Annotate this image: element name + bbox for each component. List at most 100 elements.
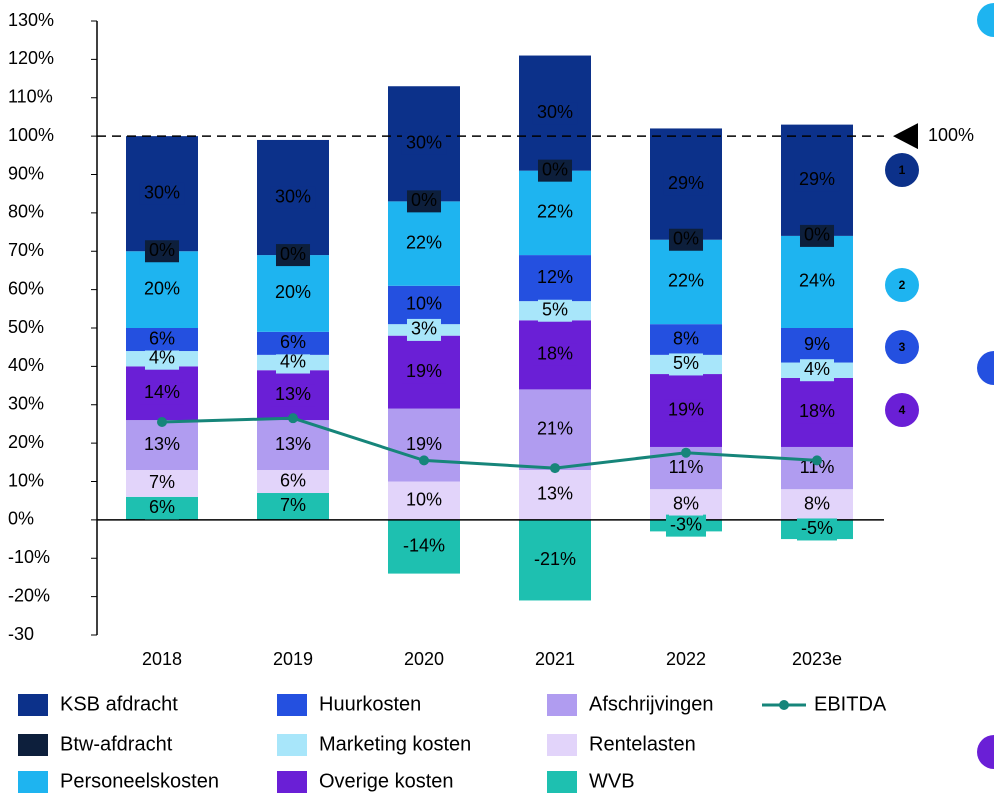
data-label: 20% <box>144 278 180 298</box>
line-point <box>419 455 429 466</box>
data-label-bg <box>795 457 839 480</box>
data-label-bg <box>668 493 704 516</box>
data-label-bg <box>275 332 311 355</box>
data-label: 8% <box>673 493 699 513</box>
data-label-bg <box>275 495 311 518</box>
data-label-bg <box>668 353 704 376</box>
data-label-bg <box>794 169 840 192</box>
y-tick-label: 100% <box>8 125 54 145</box>
data-label-bg <box>663 399 709 422</box>
x-tick-label: 2023e <box>792 649 842 669</box>
data-label: 7% <box>280 495 306 515</box>
legend-swatch <box>18 734 48 756</box>
data-label: 5% <box>673 353 699 373</box>
data-label-bg <box>398 535 450 558</box>
legend-swatch <box>277 694 307 716</box>
data-label-bg <box>665 514 707 537</box>
data-label: 29% <box>799 169 835 189</box>
x-tick-label: 2020 <box>404 649 444 669</box>
data-label: 30% <box>144 182 180 202</box>
data-label-bg <box>270 384 316 407</box>
legend-label: Huurkosten <box>319 693 421 715</box>
marker-label: 3 <box>899 340 906 354</box>
data-label-bg <box>799 224 835 247</box>
y-tick-label: -10% <box>8 547 50 567</box>
legend-swatch <box>277 771 307 793</box>
y-tick-label: 110% <box>8 87 53 107</box>
y-tick-label: 10% <box>8 470 44 490</box>
marker-label: 4 <box>899 403 906 417</box>
y-tick-label: -20% <box>8 585 50 605</box>
legend-swatch <box>547 771 577 793</box>
data-label-bg <box>275 351 311 374</box>
data-label-bg <box>668 228 704 251</box>
x-tick-label: 2019 <box>273 649 313 669</box>
data-label-bg <box>663 173 709 196</box>
data-label-bg <box>139 278 185 301</box>
data-label-bg <box>663 270 709 293</box>
data-label-bg <box>664 457 708 480</box>
data-label: 20% <box>275 282 311 302</box>
data-label: 6% <box>149 497 175 517</box>
y-tick-label: 20% <box>8 432 44 452</box>
data-label-bg <box>532 343 578 366</box>
data-label-bg <box>799 493 835 516</box>
decor-circle <box>977 735 994 769</box>
data-label-bg <box>270 434 316 457</box>
data-label: 22% <box>668 271 704 291</box>
data-label: 4% <box>280 351 306 371</box>
y-tick-label: 90% <box>8 163 44 183</box>
data-label: 0% <box>411 190 437 210</box>
data-label: 8% <box>804 493 830 513</box>
data-label-bg <box>275 244 311 267</box>
legend-label: Btw-afdracht <box>60 733 173 755</box>
data-label: 12% <box>537 267 573 287</box>
data-label: -3% <box>670 514 702 534</box>
data-label-bg <box>794 401 840 424</box>
legend-label: KSB afdracht <box>60 693 178 715</box>
data-label-bg <box>401 132 447 155</box>
line-point <box>812 455 822 466</box>
data-label: 13% <box>537 484 573 504</box>
data-label: 18% <box>537 344 573 364</box>
data-label-bg <box>401 293 447 316</box>
data-label-bg <box>406 318 442 341</box>
data-label: 10% <box>406 294 442 314</box>
data-label-bg <box>275 470 311 493</box>
marker-label: 2 <box>899 278 906 292</box>
legend-label: Marketing kosten <box>319 733 471 755</box>
data-label-bg <box>529 549 581 572</box>
y-tick-label: -30 <box>8 624 34 644</box>
data-label: -14% <box>403 535 445 555</box>
data-label: -21% <box>534 549 576 569</box>
data-label-bg <box>401 489 447 512</box>
marker-label: 1 <box>899 163 906 177</box>
marker-circle <box>885 153 919 187</box>
data-label-bg <box>270 186 316 209</box>
data-label-bg <box>794 270 840 293</box>
data-label: 13% <box>144 434 180 454</box>
data-label: 14% <box>144 382 180 402</box>
data-label: 0% <box>804 225 830 245</box>
data-label-bg <box>532 201 578 224</box>
legend-label: WVB <box>589 770 635 792</box>
data-label: 3% <box>411 319 437 339</box>
data-label: 24% <box>799 271 835 291</box>
y-tick-label: 40% <box>8 355 44 375</box>
data-label: 0% <box>673 228 699 248</box>
y-tick-label: 50% <box>8 317 44 337</box>
line-point <box>550 463 560 474</box>
data-label-bg <box>401 361 447 384</box>
data-label-bg <box>139 434 185 457</box>
data-label-bg <box>270 282 316 305</box>
data-label: 0% <box>542 159 568 179</box>
data-label-bg <box>139 182 185 205</box>
y-tick-label: 70% <box>8 240 44 260</box>
line-point <box>681 447 691 458</box>
data-label-bg <box>532 102 578 125</box>
legend-label: Overige kosten <box>319 770 454 792</box>
data-label: 11% <box>800 457 835 477</box>
reference-arrow <box>893 123 918 150</box>
decor-circle <box>977 351 994 385</box>
x-tick-label: 2018 <box>142 649 182 669</box>
